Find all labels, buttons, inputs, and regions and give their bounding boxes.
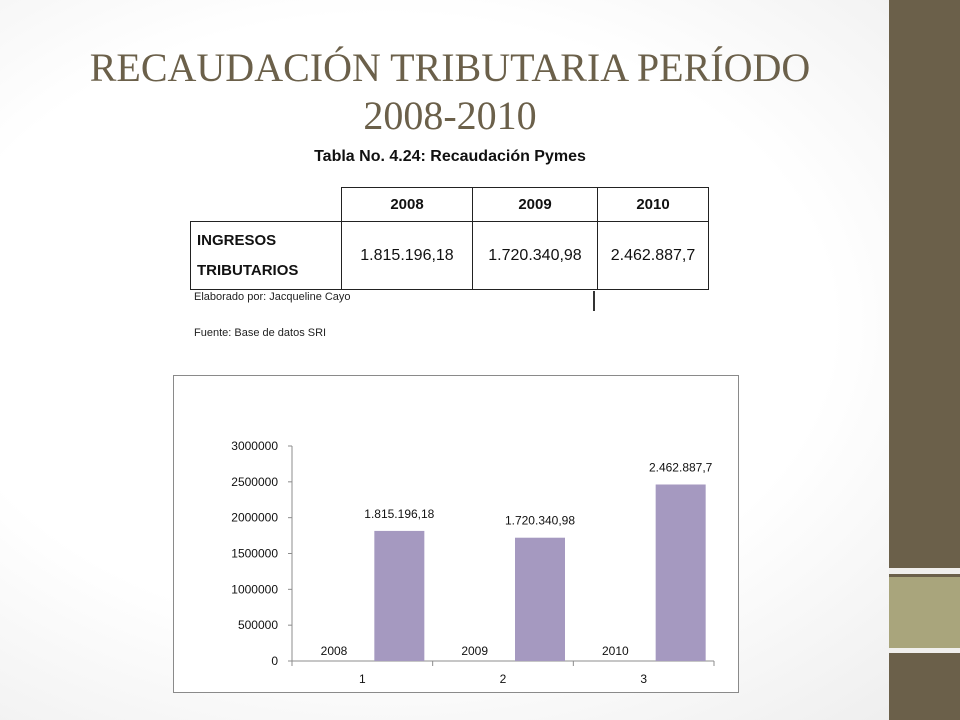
y-tick-label: 500000 [238,618,278,632]
credit-author: Elaborado por: Jacqueline Cayo [194,291,351,303]
y-tick-label: 1500000 [231,547,278,561]
data-label-2009: 1.720.340,98 [505,514,575,528]
x-tick-label: 2 [500,672,507,686]
side-divider-bottom [889,648,960,653]
year-label-2009: 2009 [461,644,488,658]
table-header-row: 2008 2009 2010 [190,187,709,222]
slide-title: RECAUDACIÓN TRIBUTARIA PERÍODO 2008-2010 [89,45,811,138]
bar-2010 [655,484,706,661]
row-label-line2: TRIBUTARIOS [197,261,299,279]
table-caption: Tabla No. 4.24: Recaudación Pymes [314,148,586,165]
year-label-2008: 2008 [321,644,348,658]
data-label-2010: 2.462.887,7 [649,460,713,474]
side-accent-block [889,577,960,648]
table-row: INGRESOS TRIBUTARIOS 1.815.196,18 1.720.… [190,221,709,290]
table-cell-2009: 1.720.340,98 [472,221,598,290]
x-tick-label: 3 [640,672,647,686]
y-tick-label: 2000000 [231,511,278,525]
bar-2008 [374,530,425,661]
column-header-2008: 2008 [341,187,473,222]
y-tick-label: 0 [271,654,278,668]
table-cell-2010: 2.462.887,7 [597,221,709,290]
chart-frame: 0 500000 1000000 1500000 2000000 2500000 30000… [173,375,739,693]
y-tick-label: 3000000 [231,439,278,453]
column-header-2009: 2009 [472,187,598,222]
y-tick-label: 2500000 [231,475,278,489]
row-label: INGRESOS TRIBUTARIOS [190,221,342,290]
side-divider-top [889,568,960,574]
year-label-2010: 2010 [602,644,629,658]
data-label-2008: 1.815.196,18 [364,507,434,521]
text-cursor-mark [593,291,595,311]
table-corner-cell [190,187,342,222]
x-tick-label: 1 [359,672,366,686]
bar-2009 [515,537,565,661]
y-tick-label: 1000000 [231,582,278,596]
row-label-line1: INGRESOS [197,231,277,249]
revenue-table: 2008 2009 2010 INGRESOS TRIBUTARIOS 1.81… [190,187,709,290]
table-cell-2008: 1.815.196,18 [341,221,473,290]
credit-source: Fuente: Base de datos SRI [194,327,327,339]
bar-chart: 0 500000 1000000 1500000 2000000 2500000 30000… [231,439,715,686]
column-header-2010: 2010 [597,187,709,222]
